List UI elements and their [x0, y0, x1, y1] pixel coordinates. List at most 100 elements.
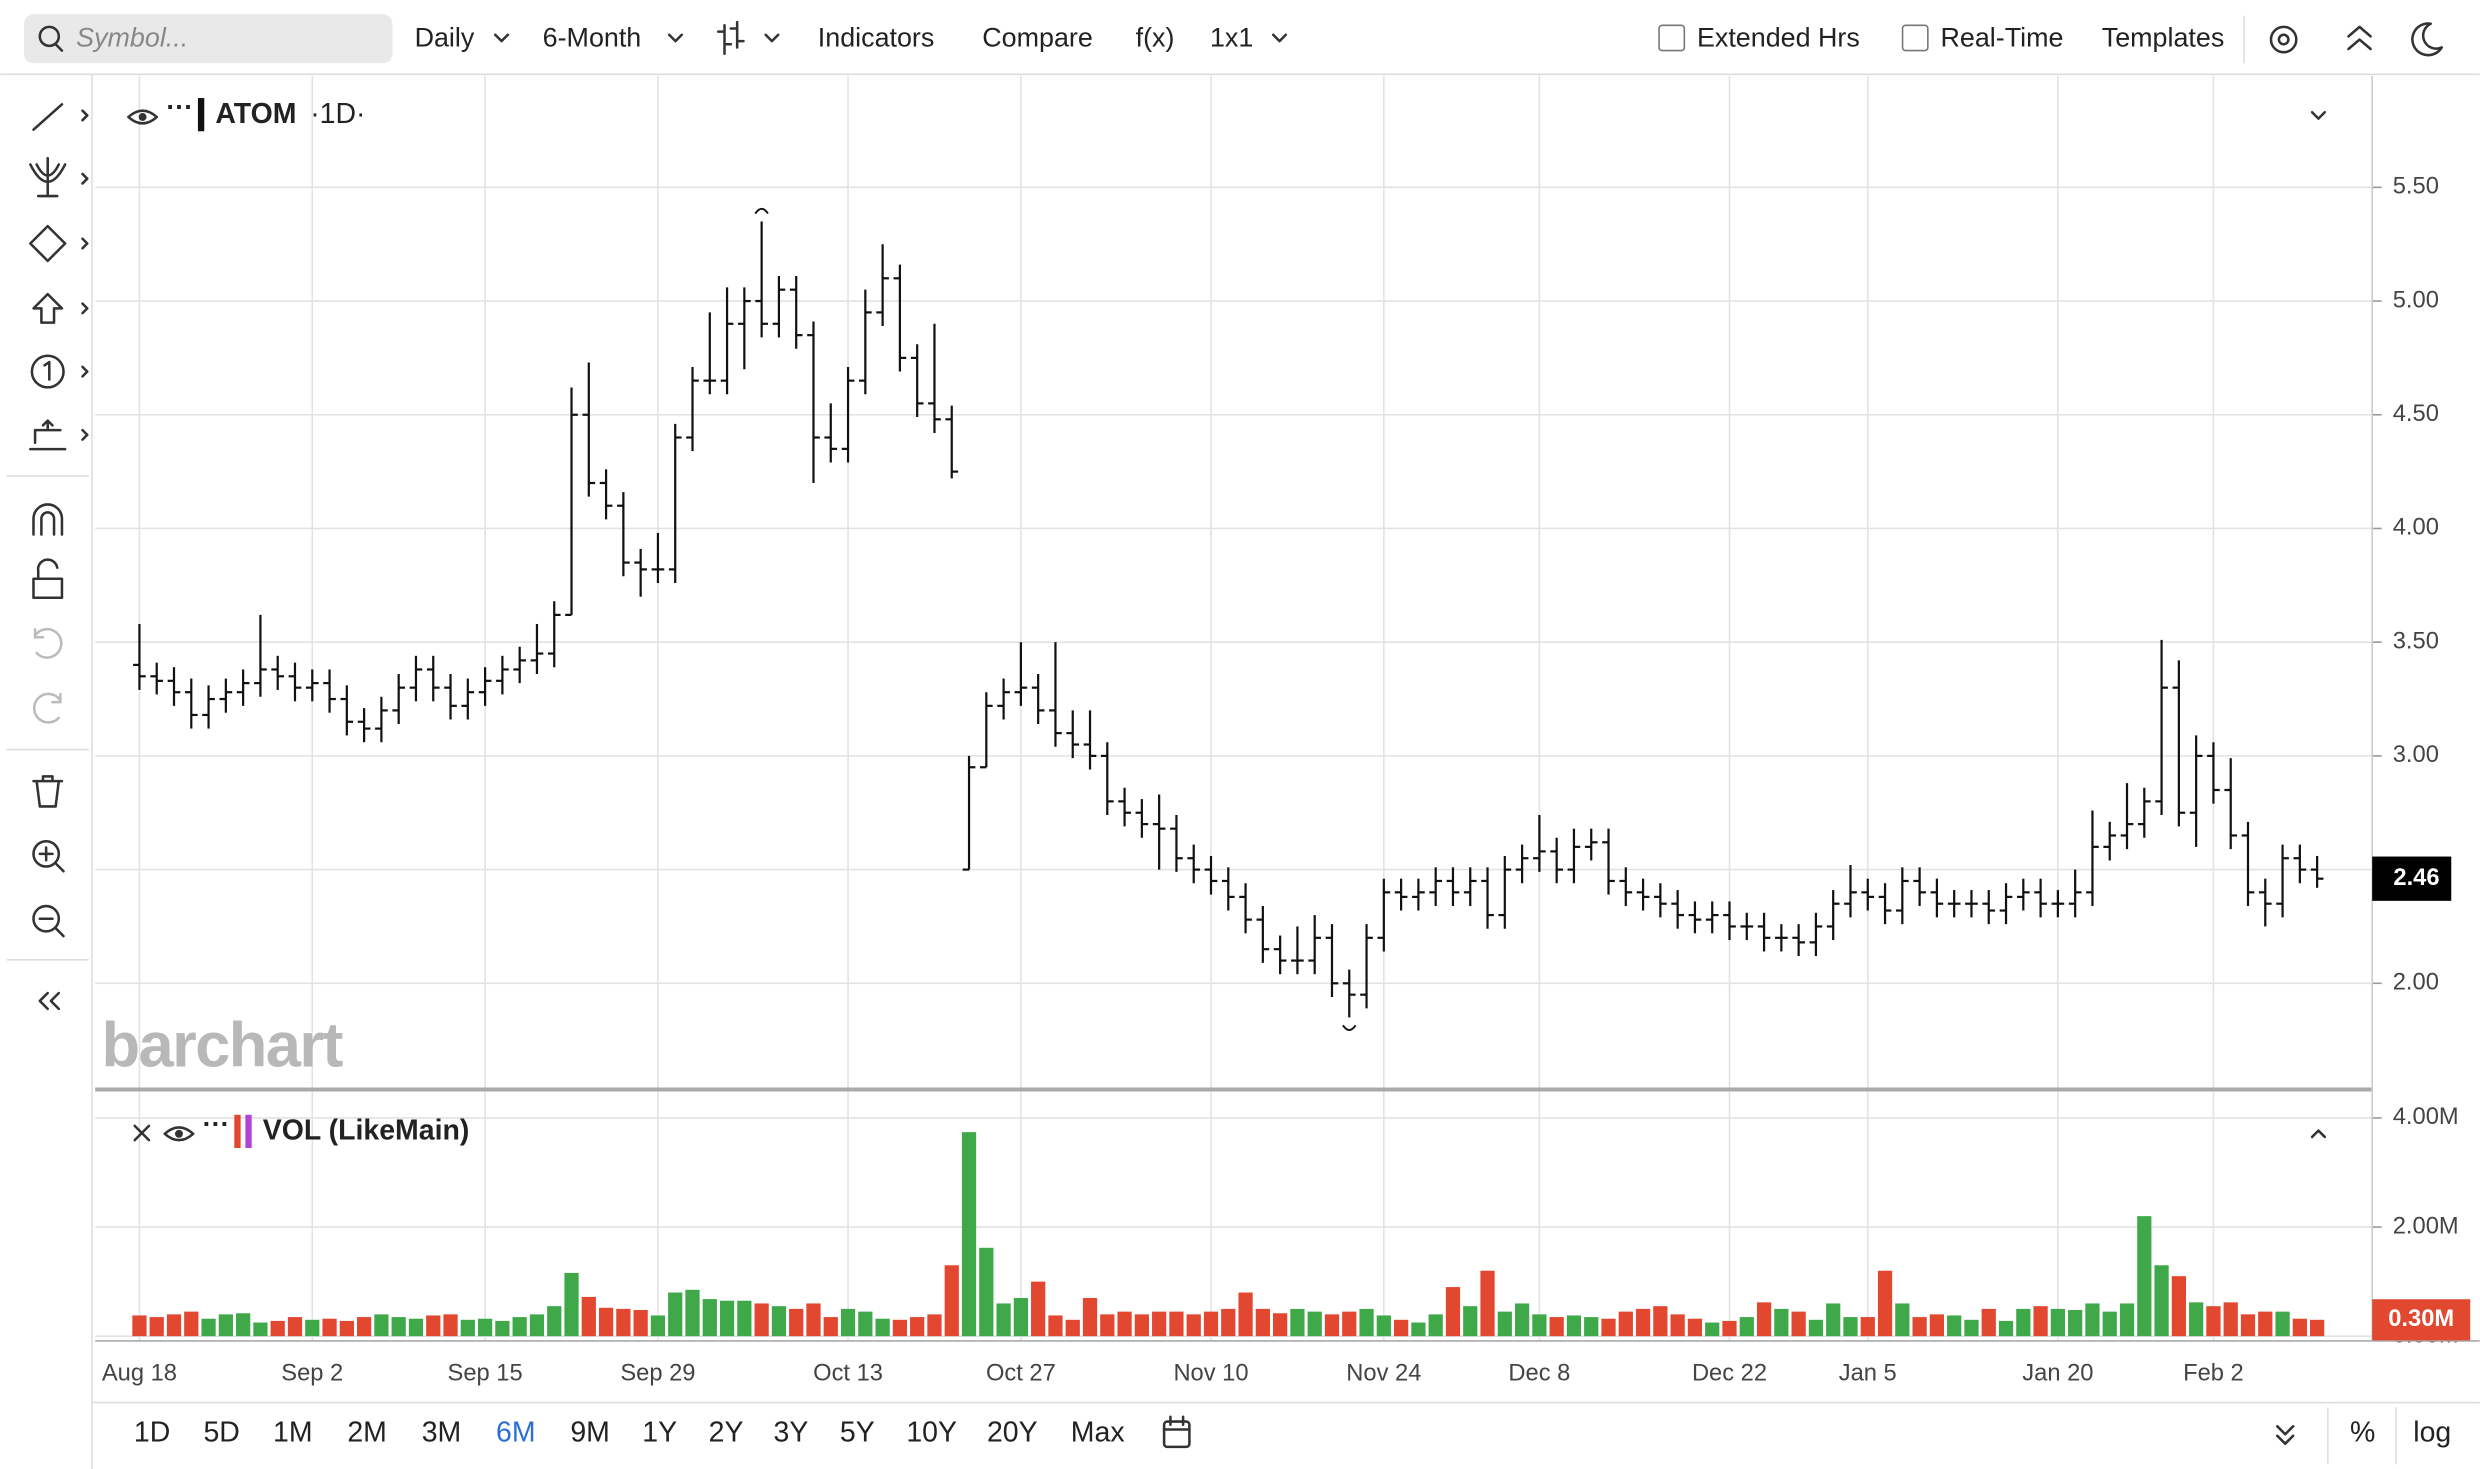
indicators-button[interactable]: Indicators [818, 23, 935, 53]
layout-menu[interactable]: 1x1 [1210, 23, 1253, 53]
chevron [764, 33, 780, 43]
real-time-label[interactable]: Real-Time [1941, 23, 2064, 53]
panel-menu[interactable] [2310, 111, 2327, 120]
compare-button[interactable]: Compare [982, 23, 1093, 53]
remove-icon[interactable] [133, 1124, 151, 1142]
checkbox[interactable] [1658, 24, 1686, 52]
settings-icon[interactable] [2269, 25, 2298, 54]
fork-tool[interactable] [29, 156, 67, 198]
volume-bar [581, 1296, 596, 1337]
x-tick-label: Nov 10 [1173, 1360, 1248, 1386]
log-button[interactable]: log [2413, 1417, 2451, 1449]
range-button[interactable]: 10Y [906, 1417, 957, 1449]
fx-button[interactable]: f(x) [1136, 23, 1175, 53]
range-button[interactable]: 3Y [774, 1417, 809, 1449]
volume-bar [1947, 1315, 1962, 1337]
volume-bar [1618, 1311, 1633, 1337]
symbol-search[interactable] [24, 14, 393, 64]
volume-bar [892, 1319, 908, 1337]
volume-bar [910, 1317, 925, 1337]
more-icon[interactable]: ··· [166, 92, 193, 122]
calendar-icon[interactable] [1162, 1420, 1191, 1449]
volume-bar [2258, 1311, 2273, 1337]
price-legend: ··· ATOM ·1D· [127, 92, 2327, 132]
x-tick-label: Nov 24 [1346, 1360, 1421, 1386]
more-icon[interactable]: ··· [203, 1109, 230, 1139]
magnet-tool[interactable] [32, 503, 64, 536]
lock-tool[interactable] [32, 577, 64, 599]
percent-button[interactable]: % [2350, 1417, 2375, 1449]
range-button[interactable]: 9M [570, 1417, 610, 1449]
delete-tool[interactable] [32, 775, 64, 808]
volume-bar [1670, 1314, 1685, 1337]
interval-menu[interactable]: Daily [415, 23, 475, 53]
zoom-in [38, 846, 65, 873]
volume-bar [1411, 1322, 1426, 1337]
volume-bar [1584, 1317, 1599, 1337]
volume-bar [1082, 1297, 1098, 1337]
chart-type-icon[interactable] [716, 20, 745, 56]
volume-label: VOL (LikeMain) [263, 1115, 470, 1147]
range-button[interactable]: 3M [422, 1417, 462, 1449]
collapse-toolbar[interactable] [38, 991, 61, 1011]
visibility-icon[interactable] [127, 109, 159, 125]
volume-bar [1895, 1303, 1910, 1337]
zoom-out[interactable] [32, 904, 61, 933]
volume-bar [1100, 1314, 1115, 1337]
checkbox[interactable] [1901, 24, 1929, 52]
x-tick-label: Aug 18 [102, 1360, 177, 1386]
x-tick-label: Oct 13 [813, 1360, 883, 1386]
tool-expand[interactable] [81, 109, 89, 441]
volume-bar [1497, 1311, 1512, 1337]
search-icon [54, 43, 64, 52]
range-button[interactable]: 5D [203, 1417, 239, 1449]
range-button[interactable]: 1M [273, 1417, 313, 1449]
range-button[interactable]: Max [1071, 1417, 1125, 1449]
high-marker [754, 207, 769, 215]
period-menu[interactable]: 6-Month [543, 23, 642, 53]
last-volume-box [2372, 1299, 2471, 1341]
theme-icon[interactable] [2411, 22, 2444, 57]
volume-bar [1445, 1287, 1461, 1337]
volume-bar [1480, 1270, 1495, 1337]
shape-tool[interactable] [29, 224, 67, 263]
volume-bar [1359, 1308, 1374, 1337]
measure-tool[interactable] [29, 419, 67, 451]
last-price-label: 2.46 [2393, 865, 2439, 891]
range-button[interactable]: 2Y [709, 1417, 744, 1449]
x-tick-label: Sep 15 [448, 1360, 523, 1386]
volume-bar [529, 1314, 545, 1337]
redo[interactable] [32, 692, 62, 724]
volume-bar [253, 1322, 268, 1337]
undo[interactable] [33, 627, 63, 659]
extended-hours-label[interactable]: Extended Hrs [1697, 23, 1860, 53]
visibility-icon [175, 1129, 183, 1138]
symbol-placeholder[interactable]: Symbol... [76, 23, 188, 53]
volume-bar [1843, 1317, 1858, 1337]
range-button[interactable]: 1D [134, 1417, 170, 1449]
range-button[interactable]: 5Y [840, 1417, 875, 1449]
arrow-tool[interactable] [32, 292, 64, 324]
range-button[interactable]: 20Y [987, 1417, 1038, 1449]
panel-menu[interactable] [2310, 1129, 2327, 1139]
volume-bar [2068, 1309, 2083, 1337]
volume-bar [1514, 1303, 1530, 1337]
chevron [493, 33, 510, 43]
line-tool[interactable] [32, 103, 64, 131]
x-tick-label: Sep 2 [281, 1360, 343, 1386]
volume-bar [789, 1308, 804, 1337]
volume-bar [840, 1308, 856, 1337]
visibility-icon [138, 113, 147, 121]
templates-button[interactable]: Templates [2102, 23, 2225, 53]
visibility-icon[interactable] [163, 1126, 195, 1142]
range-button[interactable]: 1Y [642, 1417, 677, 1449]
note-tool[interactable] [30, 354, 65, 389]
collapse-icon[interactable] [2347, 25, 2372, 51]
volume-bar [961, 1132, 977, 1337]
expand-icon[interactable] [2276, 1425, 2295, 1445]
range-button[interactable]: 2M [347, 1417, 387, 1449]
range-button-active[interactable]: 6M [496, 1417, 536, 1449]
volume-bar [1324, 1314, 1340, 1337]
zoom-in[interactable] [32, 839, 61, 868]
